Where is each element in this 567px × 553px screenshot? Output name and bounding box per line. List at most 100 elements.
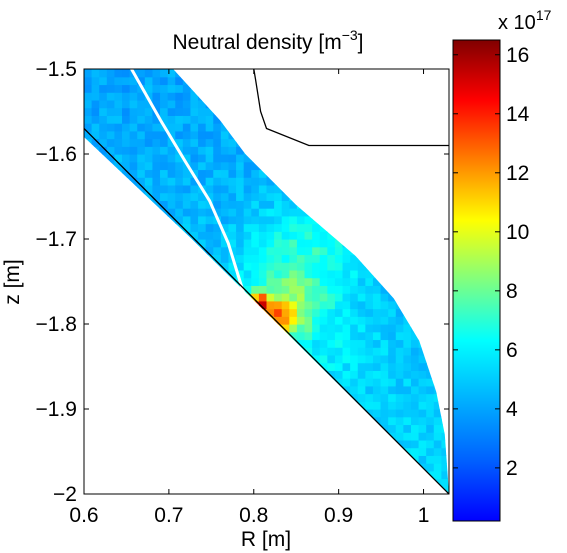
density-cell [274, 285, 283, 294]
density-cell [327, 300, 336, 310]
density-cell [160, 69, 169, 78]
density-cell [433, 262, 442, 271]
density-cell [281, 123, 290, 132]
density-cell [84, 130, 93, 140]
density-cell [182, 92, 192, 101]
density-cell [441, 463, 449, 472]
density-cell [274, 316, 283, 325]
density-cell [160, 184, 169, 194]
density-cell [258, 331, 268, 341]
density-cell [84, 223, 93, 232]
density-cell [266, 424, 275, 433]
density-cell [334, 463, 344, 472]
density-cell [152, 486, 161, 494]
density-cell [220, 277, 230, 286]
density-cell [304, 347, 313, 356]
density-cell [274, 416, 283, 426]
density-cell [289, 146, 298, 155]
density-cell [395, 339, 404, 348]
density-cell [228, 401, 237, 410]
density-cell [160, 385, 169, 395]
density-cell [266, 200, 275, 209]
density-cell [236, 208, 245, 217]
density-cell [106, 192, 116, 201]
density-cell [418, 107, 427, 116]
density-cell [410, 69, 420, 78]
density-cell [205, 362, 214, 371]
colorbar-tick-label: 12 [506, 162, 529, 185]
density-cell [152, 138, 161, 147]
density-cell [357, 254, 366, 263]
density-cell [160, 107, 169, 116]
density-cell [357, 293, 366, 302]
density-cell [137, 239, 146, 248]
density-cell [258, 293, 268, 302]
density-cell [426, 107, 435, 116]
density-cell [357, 146, 366, 155]
density-cell [433, 416, 442, 426]
density-cell [418, 146, 427, 155]
density-cell [289, 208, 298, 217]
density-cell [410, 393, 420, 402]
density-cell [266, 246, 275, 256]
density-cell [319, 239, 328, 248]
density-cell [441, 200, 449, 209]
density-cell [213, 239, 222, 248]
density-cell [114, 385, 123, 395]
density-cell [426, 154, 435, 163]
density-cell [129, 478, 138, 487]
density-cell [441, 285, 449, 294]
density-cell [342, 154, 351, 163]
density-cell [114, 409, 123, 418]
density-cell [403, 486, 412, 494]
density-cell [266, 84, 275, 93]
density-cell [114, 316, 123, 325]
density-cell [433, 169, 442, 178]
density-cell [99, 154, 108, 163]
density-cell [213, 138, 222, 147]
density-cell [281, 339, 290, 348]
density-cell [342, 293, 351, 302]
density-cell [129, 200, 138, 209]
density-cell [380, 463, 389, 472]
density-cell [251, 308, 260, 317]
density-cell [388, 208, 397, 217]
density-cell [342, 146, 351, 155]
density-cell [91, 269, 100, 279]
density-cell [372, 146, 382, 155]
density-cell [426, 324, 435, 333]
density-cell [327, 470, 336, 480]
density-cell [243, 130, 252, 140]
density-cell [395, 401, 404, 410]
density-cell [213, 293, 222, 302]
density-cell [152, 432, 161, 441]
density-cell [137, 463, 146, 472]
density-cell [198, 416, 207, 426]
density-cell [418, 308, 427, 317]
density-cell [281, 285, 290, 294]
density-cell [380, 107, 389, 116]
density-cell [350, 69, 359, 78]
density-cell [122, 432, 131, 441]
density-cell [289, 478, 298, 487]
density-cell [342, 84, 351, 93]
density-cell [357, 231, 366, 240]
density-cell [137, 354, 146, 364]
density-cell [243, 69, 252, 78]
density-cell [403, 300, 412, 310]
density-cell [418, 370, 427, 379]
density-cell [99, 339, 108, 348]
density-cell [403, 401, 412, 410]
density-cell [258, 316, 268, 325]
density-cell [312, 192, 321, 201]
density-cell [205, 478, 214, 487]
density-cell [365, 169, 374, 178]
density-cell [99, 401, 108, 410]
density-cell [198, 84, 207, 93]
density-cell [175, 308, 184, 317]
density-cell [182, 184, 192, 194]
density-cell [395, 239, 404, 248]
density-cell [251, 478, 260, 487]
density-cell [426, 215, 435, 225]
density-cell [274, 424, 283, 433]
